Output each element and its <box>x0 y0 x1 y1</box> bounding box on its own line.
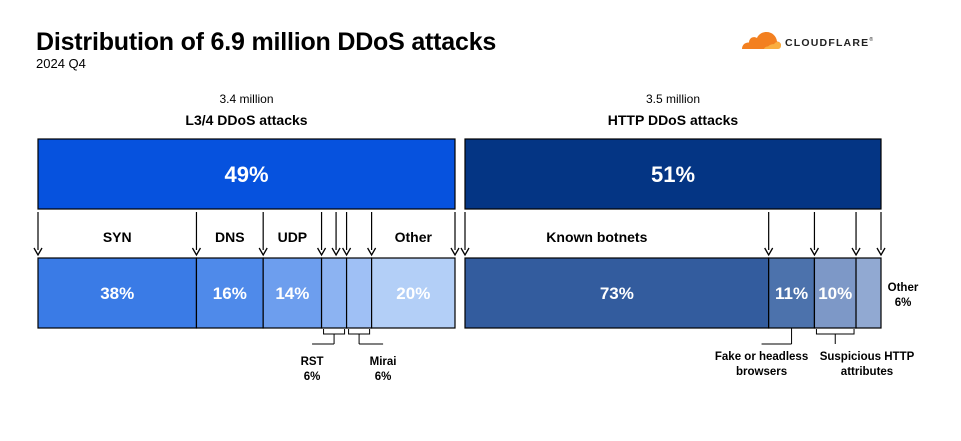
l34-segment-value: 20% <box>396 284 430 303</box>
l34-arrow-head <box>450 247 460 257</box>
fake-browsers-callout-line1: Fake or headless <box>715 351 808 363</box>
rst-callout-name: RST <box>301 356 324 368</box>
http-other-callout-value: 6% <box>895 297 912 309</box>
http-arrow-head <box>851 247 861 257</box>
http-segment-value: 73% <box>600 284 634 303</box>
http-arrow-head <box>809 247 820 257</box>
l34-segment-value: 38% <box>100 284 134 303</box>
http-share-label: 51% <box>651 162 695 187</box>
l34-arrow-head <box>191 247 202 257</box>
suspicious-bracket <box>815 329 855 335</box>
logo-trademark: ® <box>869 37 874 43</box>
l34-arrow-head <box>367 247 377 257</box>
l34-arrow-head <box>33 247 43 257</box>
http-segment-bar <box>855 257 882 329</box>
l34-segment-bar <box>345 257 373 329</box>
fake-browsers-callout-line2: browsers <box>736 366 787 378</box>
http-arrow-head <box>460 247 470 257</box>
http-count-label: 3.5 million <box>646 92 700 106</box>
l34-segment-value: 14% <box>275 284 309 303</box>
l34-arrow-head <box>258 247 268 257</box>
rst-bracket <box>323 329 346 335</box>
http-segment-bar <box>813 257 857 329</box>
suspicious-callout-line2: attributes <box>841 366 893 378</box>
l34-arrow-head <box>331 247 341 257</box>
l34-group-label: L3/4 DDoS attacks <box>185 112 307 128</box>
suspicious-callout-line1: Suspicious HTTP <box>820 351 915 363</box>
http-category-label: Known botnets <box>546 229 647 245</box>
chart-subtitle: 2024 Q4 <box>36 56 86 71</box>
l34-count-label: 3.4 million <box>219 92 273 106</box>
l34-segment-bar <box>37 257 198 329</box>
http-group-label: HTTP DDoS attacks <box>608 112 739 128</box>
l34-arrow-head <box>342 247 352 257</box>
http-other-callout-name: Other <box>888 282 919 294</box>
l34-segment-bar <box>320 257 348 329</box>
chart-title: Distribution of 6.9 million DDoS attacks <box>36 28 497 56</box>
mirai-callout-value: 6% <box>375 371 392 383</box>
l34-category-label: UDP <box>278 229 308 245</box>
l34-category-label: SYN <box>103 229 132 245</box>
http-arrow-head <box>764 247 774 257</box>
cloud-icon <box>742 32 781 49</box>
cloudflare-logo: CLOUDFLARE ® <box>738 30 873 50</box>
l34-category-label: Other <box>395 229 433 245</box>
l34-category-label: DNS <box>215 229 245 245</box>
l34-segment-value: 16% <box>213 284 247 303</box>
l34-share-bar <box>37 138 456 210</box>
l34-segment-bar <box>371 257 456 329</box>
l34-arrow-head <box>316 247 327 257</box>
http-segment-value: 10% <box>818 284 852 303</box>
http-segment-bar <box>464 257 770 329</box>
http-segment-value: 11% <box>775 284 808 303</box>
rst-callout-value: 6% <box>304 371 321 383</box>
l34-segment-bar <box>262 257 323 329</box>
l34-share-label: 49% <box>224 162 268 187</box>
http-arrow-head <box>876 247 886 257</box>
mirai-bracket <box>348 329 371 335</box>
mirai-callout-name: Mirai <box>370 356 397 368</box>
http-share-bar <box>464 138 882 210</box>
logo-text: CLOUDFLARE <box>785 37 870 49</box>
